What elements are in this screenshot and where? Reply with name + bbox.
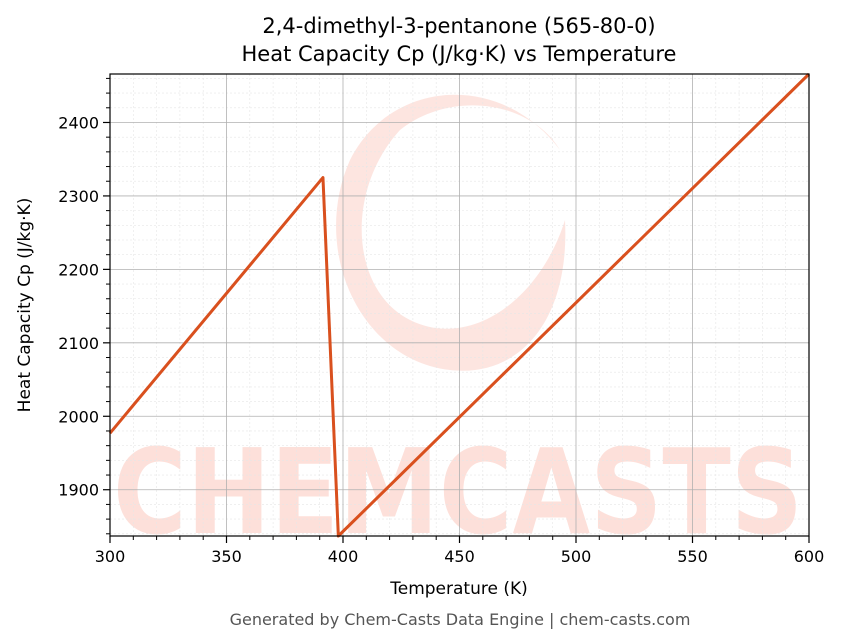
y-tick-label: 2100 — [58, 334, 99, 353]
x-tick-label: 400 — [328, 547, 359, 566]
cp-series-line — [108, 72, 811, 538]
y-axis-label: Heat Capacity Cp (J/kg·K) — [15, 198, 35, 413]
watermark-swirl — [336, 94, 566, 371]
x-tick-label: 600 — [794, 547, 825, 566]
y-tick-label: 2400 — [58, 113, 99, 132]
y-tick-label: 2200 — [58, 260, 99, 279]
x-tick-label: 450 — [444, 547, 475, 566]
x-tick-label: 500 — [561, 547, 592, 566]
x-tick-label: 550 — [677, 547, 708, 566]
y-tick-label: 1900 — [58, 481, 99, 500]
y-ticks: 1900 2000 2100 2200 2300 2400 — [58, 77, 110, 535]
watermark: CHEMCASTS — [113, 94, 803, 561]
footer-credit: Generated by Chem-Casts Data Engine | ch… — [230, 610, 691, 629]
chart-title-line2: Heat Capacity Cp (J/kg·K) vs Temperature — [242, 42, 677, 66]
x-ticks: 300 350 400 450 500 550 600 — [95, 536, 825, 566]
watermark-text: CHEMCASTS — [113, 423, 803, 561]
y-tick-label: 2000 — [58, 407, 99, 426]
x-tick-label: 350 — [211, 547, 242, 566]
x-tick-label: 300 — [95, 547, 126, 566]
plot-series — [108, 72, 811, 538]
y-tick-label: 2300 — [58, 187, 99, 206]
x-axis-label: Temperature (K) — [389, 579, 528, 599]
chart-title-line1: 2,4-dimethyl-3-pentanone (565-80-0) — [262, 14, 655, 38]
